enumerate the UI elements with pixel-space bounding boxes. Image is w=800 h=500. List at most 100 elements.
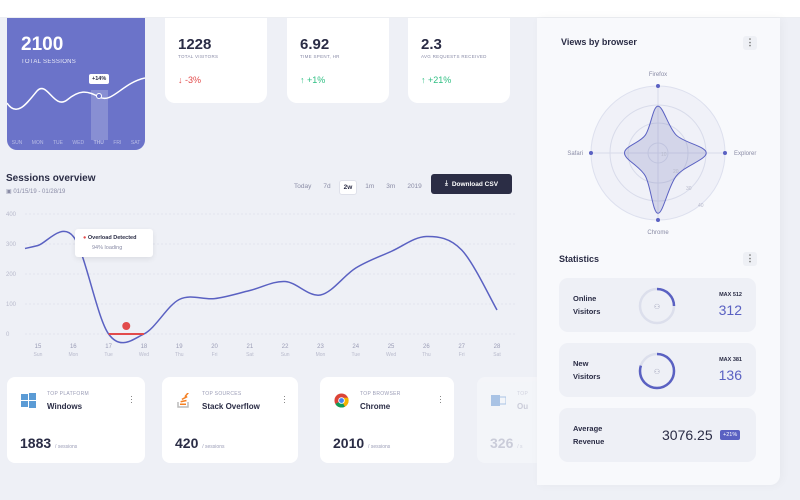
card-number: 2010: [333, 435, 365, 451]
more-icon[interactable]: ⋯: [436, 395, 446, 404]
radar-ring-label: 30: [686, 186, 692, 192]
date-range[interactable]: ▣ 01/15/19 - 01/28/19: [6, 188, 65, 195]
alert-icon: [122, 322, 131, 330]
users-icon: ⚇: [654, 303, 660, 311]
progress-fill: [638, 352, 676, 390]
y-tick-label: 300: [6, 242, 17, 248]
label-line: Average: [573, 424, 603, 433]
x-tick-sublabel: Sat: [493, 352, 501, 358]
stat-change: ↑ +21%: [421, 75, 451, 85]
radar-shape: [623, 105, 707, 214]
stat-card-visitors[interactable]: 1228 TOTAL VISITORS ↓ -3%: [165, 18, 267, 103]
x-tick-sublabel: Tue: [104, 352, 113, 358]
new-visitors-card[interactable]: New Visitors ⚇ MAX 381 136: [559, 343, 756, 397]
sessions-title: Sessions overview: [6, 173, 96, 184]
range-2w[interactable]: 2w: [338, 180, 358, 195]
label-line: Online: [573, 294, 597, 303]
x-tick-sublabel: Wed: [386, 352, 396, 358]
card-value: 420 / sessions: [175, 435, 224, 451]
radar-ring-label: 10: [661, 152, 667, 158]
users-icon: ⚇: [654, 368, 660, 376]
x-tick-label: 17: [105, 344, 112, 350]
card-category: TOP BROWSER: [360, 391, 401, 397]
statistics-more-button[interactable]: ⋮: [743, 252, 757, 266]
more-icon[interactable]: ⋯: [127, 395, 137, 404]
x-tick-sublabel: Fri: [212, 352, 218, 358]
card-value: 326 / s: [490, 435, 523, 451]
x-tick-sublabel: Sat: [246, 352, 254, 358]
radar-ring-label: 20: [673, 169, 679, 175]
radar-axis-label: Safari: [567, 151, 583, 157]
day-label: SAT: [130, 140, 141, 146]
arrow-down-icon: ↓: [178, 75, 183, 85]
stackoverflow-icon: [177, 393, 190, 408]
x-tick-label: 28: [494, 344, 501, 350]
x-tick-label: 19: [176, 344, 183, 350]
overload-tooltip: ● Overload Detected 94% loading: [75, 229, 153, 257]
total-sessions-card[interactable]: 2100 TOTAL SESSIONS +14% SUN MON TUE WED…: [7, 18, 145, 150]
date-range-text: 01/15/19 - 01/28/19: [13, 189, 66, 195]
radar-axis-point: [656, 84, 660, 88]
x-tick-label: 22: [282, 344, 289, 350]
stat-value: 312: [718, 302, 742, 318]
x-tick-sublabel: Mon: [68, 352, 78, 358]
card-unit: / sessions: [368, 444, 391, 450]
x-tick-label: 23: [317, 344, 324, 350]
range-7d[interactable]: 7d: [323, 183, 331, 190]
stat-label: AVG REQUESTS RECEIVED: [421, 54, 487, 59]
card-name: Stack Overflow: [202, 402, 260, 411]
x-tick-label: 27: [458, 344, 465, 350]
progress-ring: ⚇: [638, 352, 676, 390]
tooltip-sub: 94% loading: [92, 245, 123, 251]
x-tick-sublabel: Thu: [175, 352, 184, 358]
range-3m[interactable]: 3m: [386, 183, 396, 190]
stat-max: MAX 512: [719, 292, 742, 298]
more-icon[interactable]: ⋯: [280, 395, 290, 404]
range-today[interactable]: Today: [294, 183, 312, 190]
arrow-up-icon: ↑: [300, 75, 305, 85]
progress-fill: [638, 287, 676, 325]
card-category: TOP: [517, 391, 529, 397]
tooltip-title: Overload Detected: [87, 235, 137, 241]
label-line: Revenue: [573, 437, 605, 446]
revenue-badge: +21%: [720, 430, 741, 440]
stat-change: ↓ -3%: [178, 75, 201, 85]
range-2019[interactable]: 2019: [407, 183, 422, 190]
revenue-value: 3076.25: [662, 427, 713, 443]
average-revenue-card[interactable]: Average Revenue 3076.25 +21%: [559, 408, 756, 462]
stat-change-value: +21%: [428, 75, 452, 85]
download-csv-button[interactable]: ⤓ Download CSV: [431, 174, 512, 194]
stat-change: ↑ +1%: [300, 75, 325, 85]
stat-card-requests[interactable]: 2.3 AVG REQUESTS RECEIVED ↑ +21%: [408, 18, 510, 103]
top-bar: [0, 0, 800, 18]
label-line: Visitors: [573, 372, 601, 381]
day-labels: SUN MON TUE WED THU FRI SAT: [7, 140, 145, 146]
calendar-icon: ▣: [6, 189, 12, 195]
range-1m[interactable]: 1m: [365, 183, 375, 190]
top-sources-card[interactable]: TOP SOURCES Stack Overflow ⋯ 420 / sessi…: [162, 377, 298, 463]
download-icon: ⤓: [444, 180, 448, 187]
sparkline-badge: +14%: [89, 74, 110, 84]
radar-axis-label: Explorer: [734, 151, 756, 157]
stat-card-time[interactable]: 6.92 TIME SPENT, HR ↑ +1%: [287, 18, 389, 103]
sessions-line: [24, 230, 498, 344]
online-visitors-card[interactable]: Online Visitors ⚇ MAX 512 312: [559, 278, 756, 332]
label-line: Visitors: [573, 307, 601, 316]
y-tick-label: 200: [6, 272, 17, 278]
card-number: 1883: [20, 435, 52, 451]
x-tick-sublabel: Mon: [316, 352, 326, 358]
sessions-sparkline: [7, 77, 145, 140]
x-tick-sublabel: Fri: [459, 352, 465, 358]
x-tick-label: 21: [247, 344, 254, 350]
radar-axis-point: [656, 218, 660, 222]
day-label: FRI: [113, 140, 122, 146]
top-browser-card[interactable]: TOP BROWSER Chrome ⋯ 2010 / sessions: [320, 377, 454, 463]
stat-label: Online Visitors: [573, 292, 600, 318]
y-tick-label: 100: [6, 302, 17, 308]
radar-axis-label: Firefox: [649, 72, 667, 78]
range-selector: Today 7d 2w 1m 3m 2019: [290, 180, 426, 195]
label-line: New: [573, 359, 589, 368]
top-platform-card[interactable]: TOP PLATFORM Windows ⋯ 1883 / sessions: [7, 377, 145, 463]
browser-more-button[interactable]: ⋮: [743, 36, 757, 50]
card-unit: / s: [517, 444, 523, 450]
